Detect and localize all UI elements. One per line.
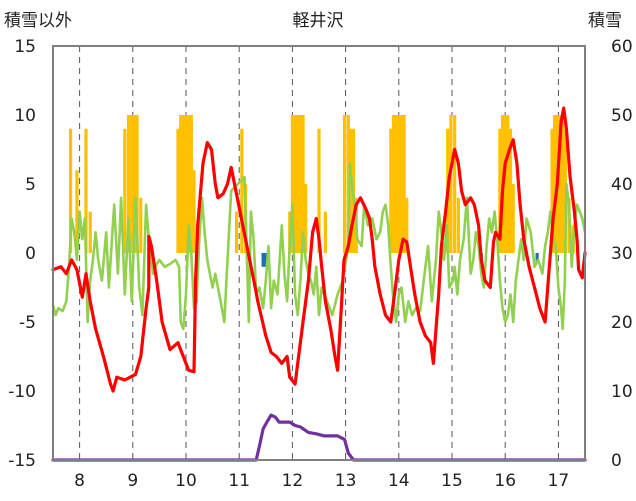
- precipitation-bar: [126, 115, 131, 253]
- y-right-tick-label: 30: [611, 244, 633, 264]
- negative-bar: [261, 253, 265, 267]
- precipitation-bar: [453, 115, 457, 253]
- precipitation-bar: [402, 115, 406, 253]
- x-tick-label: 14: [388, 471, 410, 491]
- precipitation-bar: [290, 115, 294, 253]
- precipitation-bar: [84, 128, 88, 253]
- series-lines: [51, 106, 587, 462]
- precipitation-bar: [550, 128, 554, 253]
- precipitation-bar: [399, 115, 404, 253]
- right-axis-title: 積雪: [588, 11, 622, 31]
- precipitation-bar: [192, 170, 196, 253]
- precipitation-bar: [88, 211, 92, 253]
- y-left-tick-label: -15: [8, 451, 36, 471]
- plot-frame: [52, 45, 586, 461]
- x-tick-label: 8: [74, 471, 85, 491]
- series-line-snow-depth: [51, 413, 587, 462]
- precipitation-bar: [558, 115, 562, 253]
- negative-bar: [264, 253, 268, 267]
- chart-title: 軽井沢: [293, 11, 344, 31]
- precipitation-bar: [508, 128, 513, 253]
- precipitation-bar: [123, 128, 127, 253]
- precipitation-bar: [405, 197, 409, 253]
- precipitation-bar: [187, 115, 191, 253]
- precipitation-bar: [132, 115, 136, 253]
- precipitation-bar: [189, 115, 193, 253]
- precipitation-bar: [323, 211, 327, 253]
- precipitation-bar: [553, 115, 557, 253]
- precipitation-bar: [394, 115, 398, 253]
- y-right-tick-label: 50: [611, 106, 633, 126]
- precipitation-bar: [75, 170, 79, 253]
- precipitation-bar: [68, 128, 73, 253]
- left-axis-title: 積雪以外: [4, 11, 72, 31]
- x-tick-label: 11: [228, 471, 250, 491]
- x-tick-label: 15: [441, 471, 463, 491]
- series-line-temperature: [51, 106, 587, 393]
- precipitation-bar: [240, 128, 244, 253]
- x-tick-label: 17: [548, 471, 570, 491]
- y-left-tick-label: -10: [8, 382, 36, 402]
- y-right-tick-label: 10: [611, 382, 633, 402]
- precipitation-bar: [397, 115, 401, 253]
- precipitation-bar: [130, 115, 134, 253]
- precipitation-bar: [139, 197, 143, 253]
- precipitation-bar: [391, 115, 396, 253]
- precipitation-bar: [234, 211, 239, 253]
- x-tick-label: 12: [282, 471, 304, 491]
- precipitation-bar: [296, 115, 300, 253]
- precipitation-bar: [176, 128, 180, 253]
- negative-bar: [535, 253, 539, 262]
- precipitation-bar: [317, 128, 321, 253]
- precipitation-bar: [342, 115, 347, 253]
- y-right-tick-label: 40: [611, 175, 633, 195]
- y-left-tick-label: -5: [19, 313, 36, 333]
- y-right-tick-label: 60: [611, 37, 633, 57]
- y-left-tick-label: 10: [14, 106, 36, 126]
- y-right-tick-label: 0: [611, 451, 622, 471]
- precipitation-bar: [179, 115, 183, 253]
- x-tick-label: 10: [175, 471, 197, 491]
- x-tick-label: 16: [494, 471, 516, 491]
- precipitation-bar: [561, 115, 565, 253]
- precipitation-bar: [181, 115, 185, 253]
- y-left-tick-label: 15: [14, 37, 36, 57]
- y-left-tick-label: 5: [25, 175, 36, 195]
- x-tick-label: 13: [335, 471, 357, 491]
- precipitation-bar: [298, 115, 302, 253]
- precipitation-bar: [498, 128, 502, 253]
- precipitation-bar: [503, 115, 507, 253]
- y-right-tick-label: 20: [611, 313, 633, 333]
- precipitation-bar: [449, 115, 453, 253]
- precipitation-bar: [135, 115, 139, 253]
- precipitation-bar: [389, 128, 393, 253]
- precipitation-bar: [304, 184, 308, 253]
- y-left-tick-label: 0: [25, 244, 36, 264]
- precipitation-bar: [456, 197, 460, 253]
- x-tick-label: 9: [127, 471, 138, 491]
- precipitation-bar: [301, 115, 305, 253]
- precipitation-bar: [184, 115, 188, 253]
- precipitation-bar: [293, 115, 297, 253]
- precipitation-bar: [349, 128, 353, 253]
- precipitation-bar: [511, 184, 515, 253]
- precipitation-bar: [506, 115, 510, 253]
